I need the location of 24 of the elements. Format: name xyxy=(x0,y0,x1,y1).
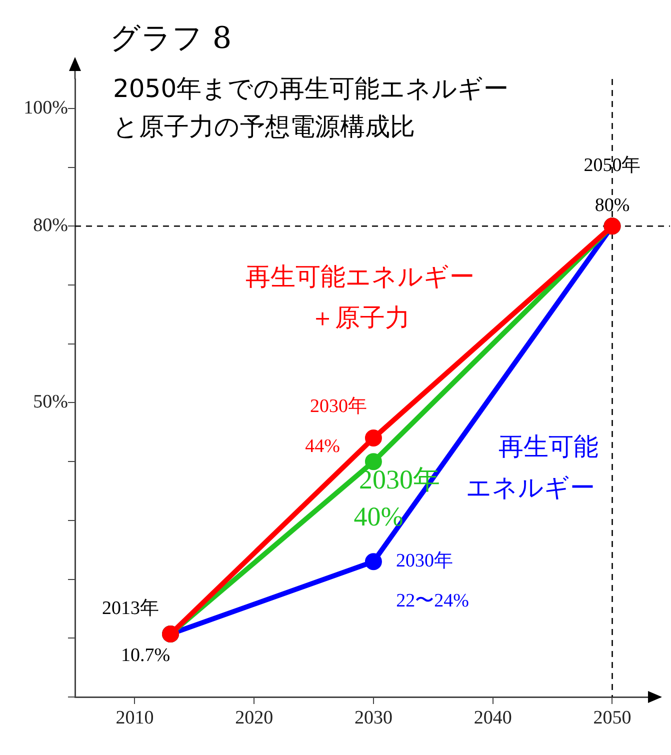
x-tick-label: 2050 xyxy=(593,707,632,728)
data-label: 40% xyxy=(354,502,404,532)
data-label: 44% xyxy=(305,436,340,458)
x-tick-label: 2030 xyxy=(354,707,392,728)
x-tick-label: 2010 xyxy=(116,707,154,728)
data-label: 80% xyxy=(594,195,630,216)
annotation: 2030年 xyxy=(396,550,453,572)
series-label: 再生可能エネルギー xyxy=(466,431,600,504)
y-tick-label: 80% xyxy=(33,215,68,236)
point xyxy=(364,430,382,447)
series-label: 再生可能エネルギー＋原子力 xyxy=(244,261,476,334)
annotation: 22〜24% xyxy=(396,590,470,612)
annotation: 2013年 xyxy=(102,598,160,620)
chart-title: グラフ 8 xyxy=(110,20,232,58)
data-label: 10.7% xyxy=(120,645,170,666)
y-tick-label: 100% xyxy=(24,97,68,118)
x-tick-label: 2040 xyxy=(474,707,512,728)
annotation: 2050年 xyxy=(584,155,641,176)
point xyxy=(364,553,382,570)
x-tick-label: 2020 xyxy=(235,707,274,728)
point xyxy=(364,453,382,470)
y-tick-label: 50% xyxy=(33,392,68,413)
annotation: 2030年 xyxy=(310,396,367,418)
text: 2050年までの再生可能エネルギーと原子力の予想電源構成比 xyxy=(113,73,510,143)
